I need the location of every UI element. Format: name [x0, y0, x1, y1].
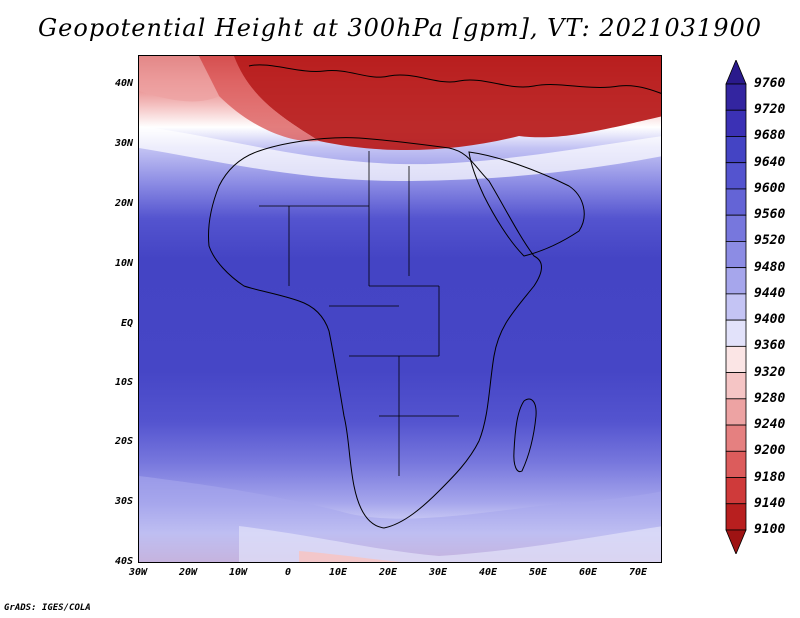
- colorbar: [725, 60, 747, 554]
- colorbar-cell: [725, 319, 747, 347]
- colorbar-label: 9720: [754, 102, 786, 118]
- colorbar-cell: [725, 109, 747, 137]
- colorbar-label: 9360: [754, 338, 786, 354]
- colorbar-label: 9280: [754, 390, 786, 406]
- africa-coastline: [208, 137, 542, 529]
- colorbar-cell: [725, 214, 747, 242]
- colorbar-label: 9560: [754, 207, 786, 223]
- height-field: [139, 56, 661, 562]
- colorbar-cell: [725, 162, 747, 190]
- colorbar-cell: [725, 503, 747, 531]
- lon-label: 30E: [428, 567, 448, 578]
- colorbar-cell: [725, 188, 747, 216]
- colorbar-cell: [725, 372, 747, 400]
- colorbar-label: 9600: [754, 180, 786, 196]
- europe-coastline: [248, 64, 661, 94]
- colorbar-cell: [725, 345, 747, 373]
- colorbar-label: 9320: [754, 364, 786, 380]
- colorbar-label: 9760: [754, 76, 786, 91]
- colorbar-label: 9140: [754, 495, 786, 511]
- colorbar-cell: [725, 293, 747, 321]
- lat-label: 20N: [114, 198, 133, 209]
- lat-label: 20S: [114, 436, 133, 447]
- lon-label: 20E: [378, 567, 398, 578]
- colorbar-cell: [725, 398, 747, 426]
- colorbar-label: 9440: [754, 285, 786, 301]
- colorbar-cell: [725, 424, 747, 452]
- lon-label: 10W: [228, 567, 248, 578]
- colorbar-label: 9100: [754, 522, 786, 537]
- credit-footer: GrADS: IGES/COLA: [4, 603, 91, 613]
- colorbar-cell: [725, 450, 747, 478]
- lon-label: 50E: [528, 567, 548, 578]
- lon-label: 30W: [128, 567, 148, 578]
- colorbar-cell: [725, 83, 747, 111]
- lon-label: 60E: [578, 567, 598, 578]
- lon-label: 20W: [178, 567, 198, 578]
- colorbar-label: 9240: [754, 417, 786, 433]
- colorbar-label: 9400: [754, 312, 786, 328]
- colorbar-label: 9480: [754, 259, 786, 275]
- lon-label: 40E: [478, 567, 498, 578]
- lat-label: 40S: [114, 556, 133, 567]
- lat-label: 40N: [114, 78, 133, 89]
- colorbar-bottom-arrow: [725, 529, 747, 554]
- lon-label: 10E: [328, 567, 348, 578]
- lat-label: 30S: [114, 496, 133, 507]
- arabia-coastline: [468, 151, 585, 257]
- colorbar-label: 9200: [754, 443, 786, 459]
- country-borders: [259, 151, 459, 476]
- lat-label: 30N: [114, 138, 133, 149]
- colorbar-label: 9680: [754, 128, 786, 144]
- colorbar-cell: [725, 477, 747, 505]
- colorbar-cell: [725, 267, 747, 295]
- colorbar-label: 9180: [754, 469, 786, 485]
- lat-label: 10S: [114, 377, 133, 388]
- madagascar-coastline: [513, 398, 537, 473]
- colorbar-cell: [725, 136, 747, 164]
- lon-label: 70E: [628, 567, 648, 578]
- map-title: Geopotential Height at 300hPa [gpm], VT:…: [38, 14, 762, 42]
- colorbar-label: 9640: [754, 154, 786, 170]
- lat-label: 10N: [114, 258, 133, 269]
- colorbar-top-arrow: [725, 60, 747, 85]
- lat-label: EQ: [120, 318, 133, 329]
- colorbar-label: 9520: [754, 233, 786, 249]
- colorbar-cell: [725, 241, 747, 269]
- map-panel: [138, 55, 662, 563]
- lon-label: 0: [284, 567, 292, 578]
